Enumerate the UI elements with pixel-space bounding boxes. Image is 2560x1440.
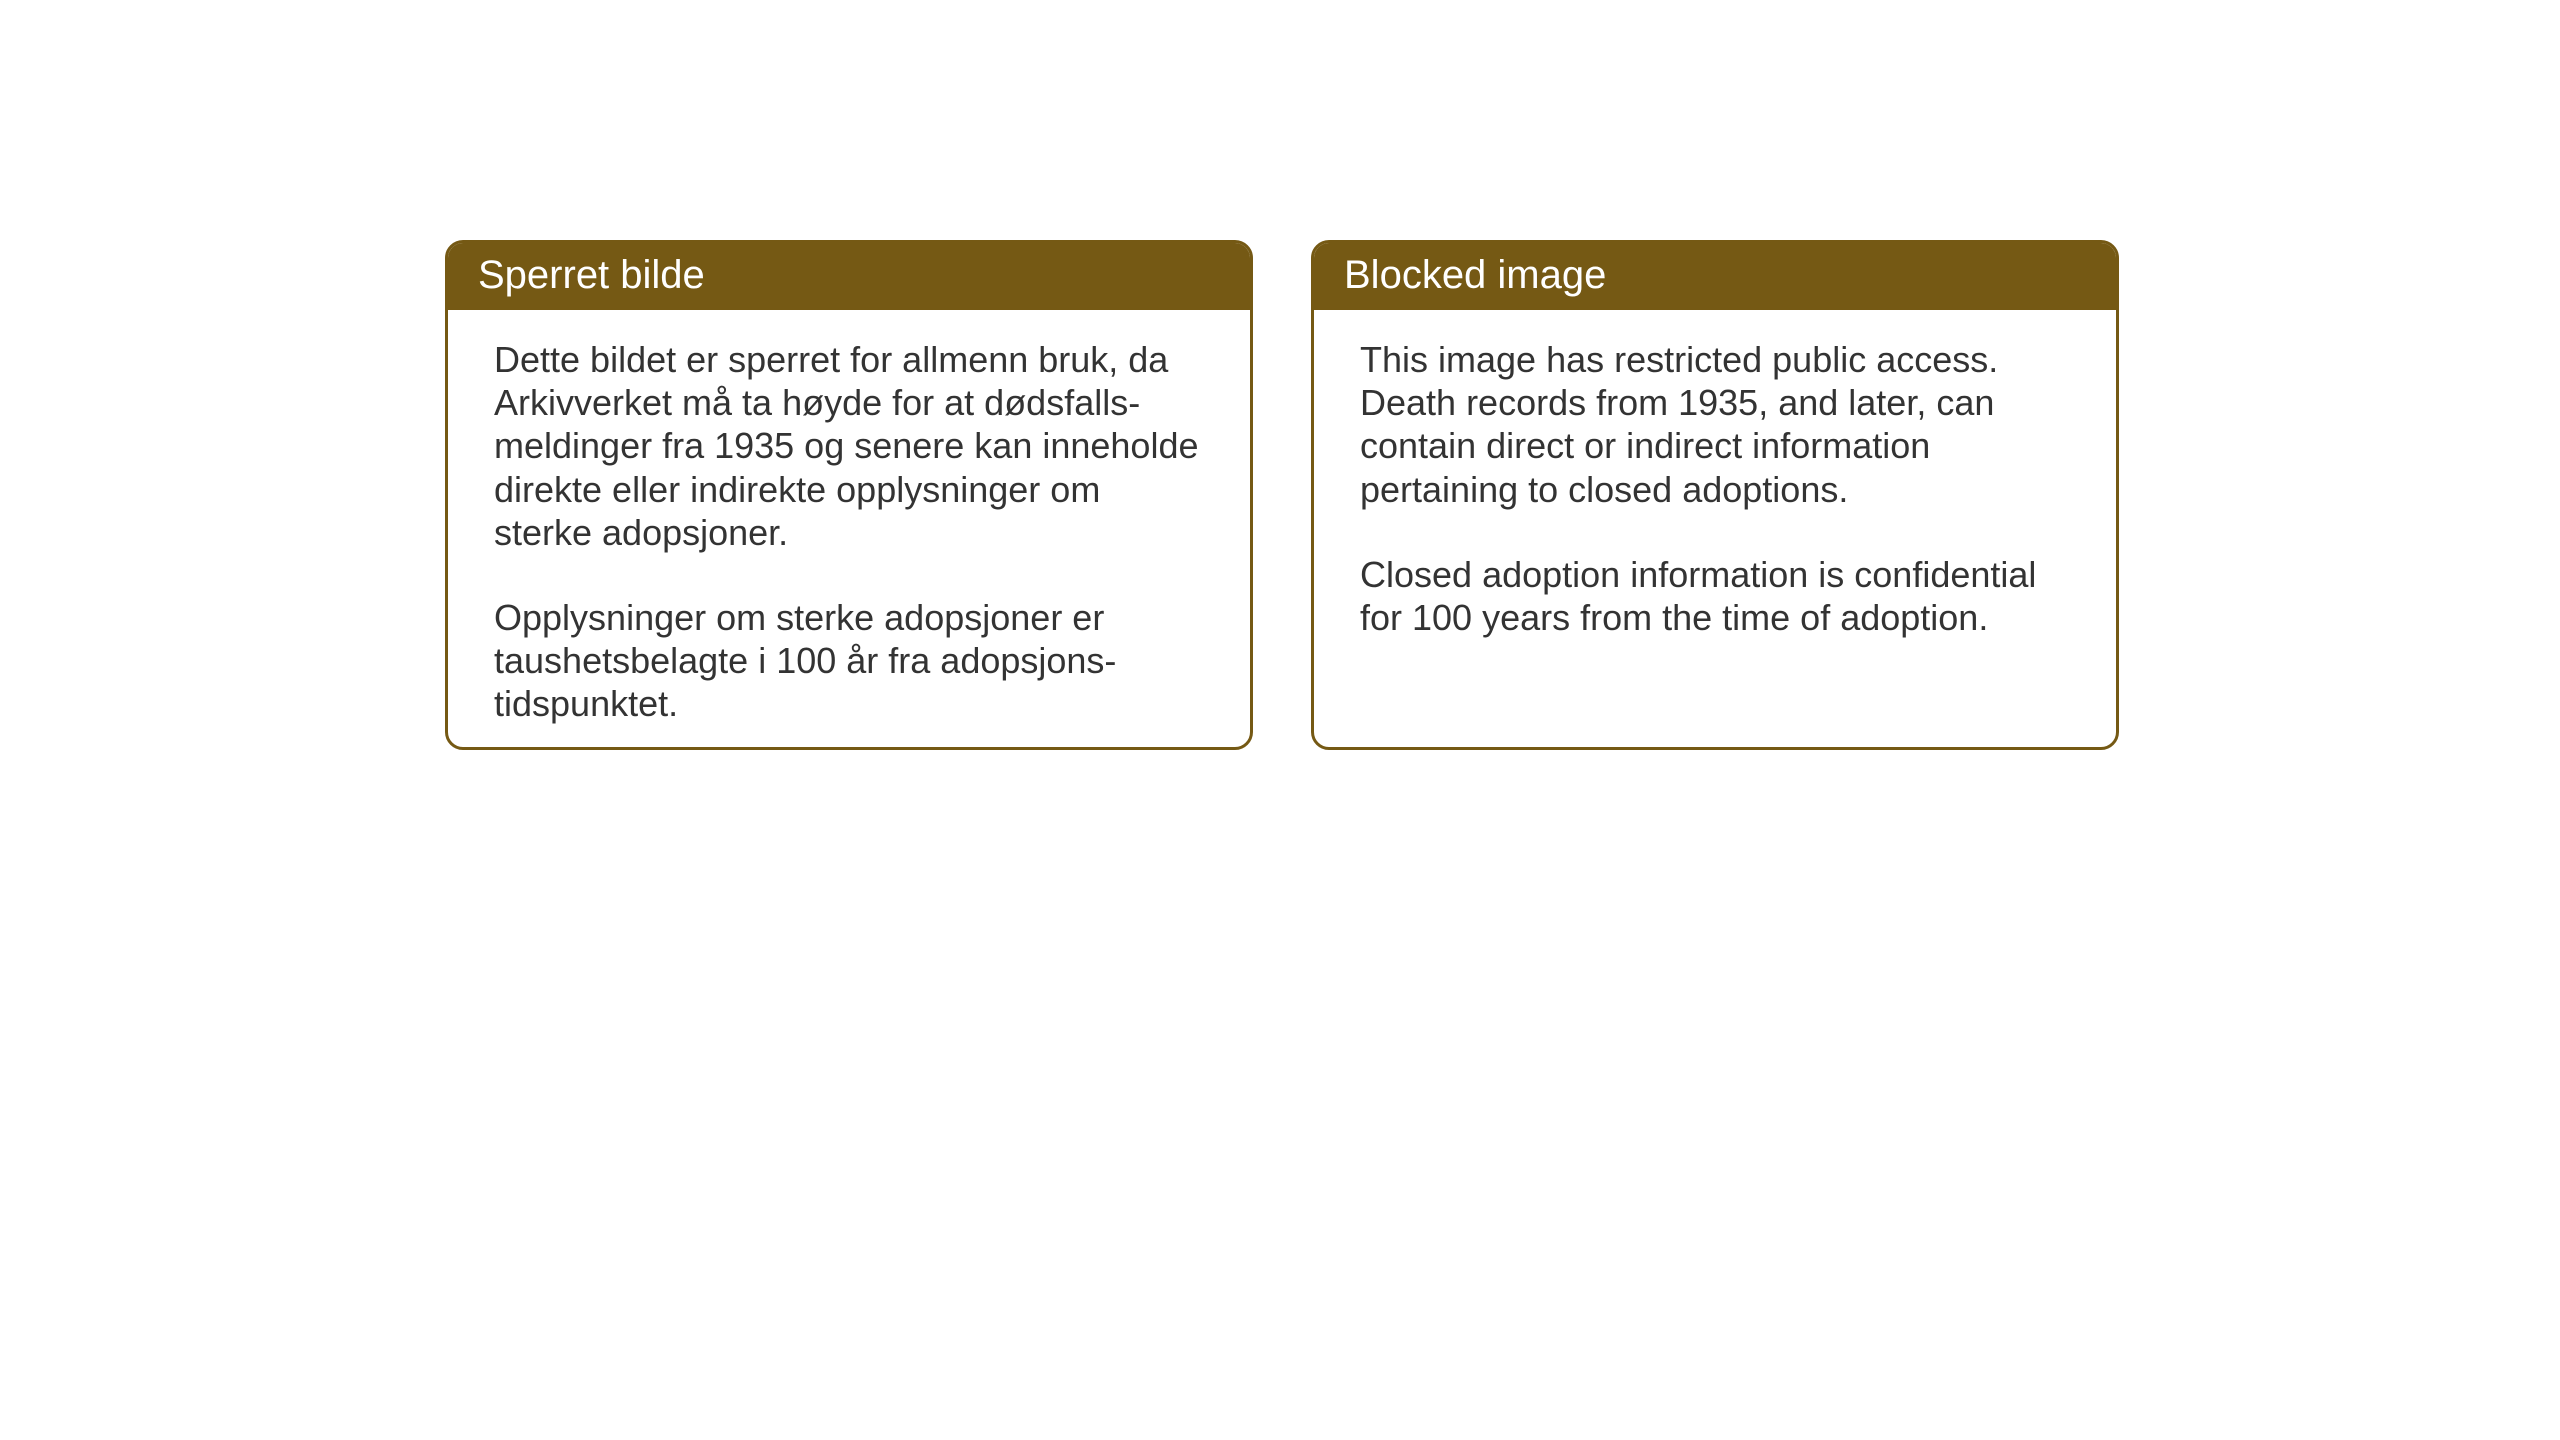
notice-paragraph-1-english: This image has restricted public access.… bbox=[1360, 338, 2070, 511]
notice-header-norwegian: Sperret bilde bbox=[448, 243, 1250, 310]
notice-box-english: Blocked image This image has restricted … bbox=[1311, 240, 2119, 750]
notice-box-norwegian: Sperret bilde Dette bildet er sperret fo… bbox=[445, 240, 1253, 750]
notice-container: Sperret bilde Dette bildet er sperret fo… bbox=[445, 240, 2119, 750]
notice-paragraph-2-english: Closed adoption information is confident… bbox=[1360, 553, 2070, 639]
notice-header-english: Blocked image bbox=[1314, 243, 2116, 310]
notice-paragraph-2-norwegian: Opplysninger om sterke adopsjoner er tau… bbox=[494, 596, 1204, 726]
notice-paragraph-1-norwegian: Dette bildet er sperret for allmenn bruk… bbox=[494, 338, 1204, 554]
notice-body-norwegian: Dette bildet er sperret for allmenn bruk… bbox=[448, 310, 1250, 750]
notice-body-english: This image has restricted public access.… bbox=[1314, 310, 2116, 667]
